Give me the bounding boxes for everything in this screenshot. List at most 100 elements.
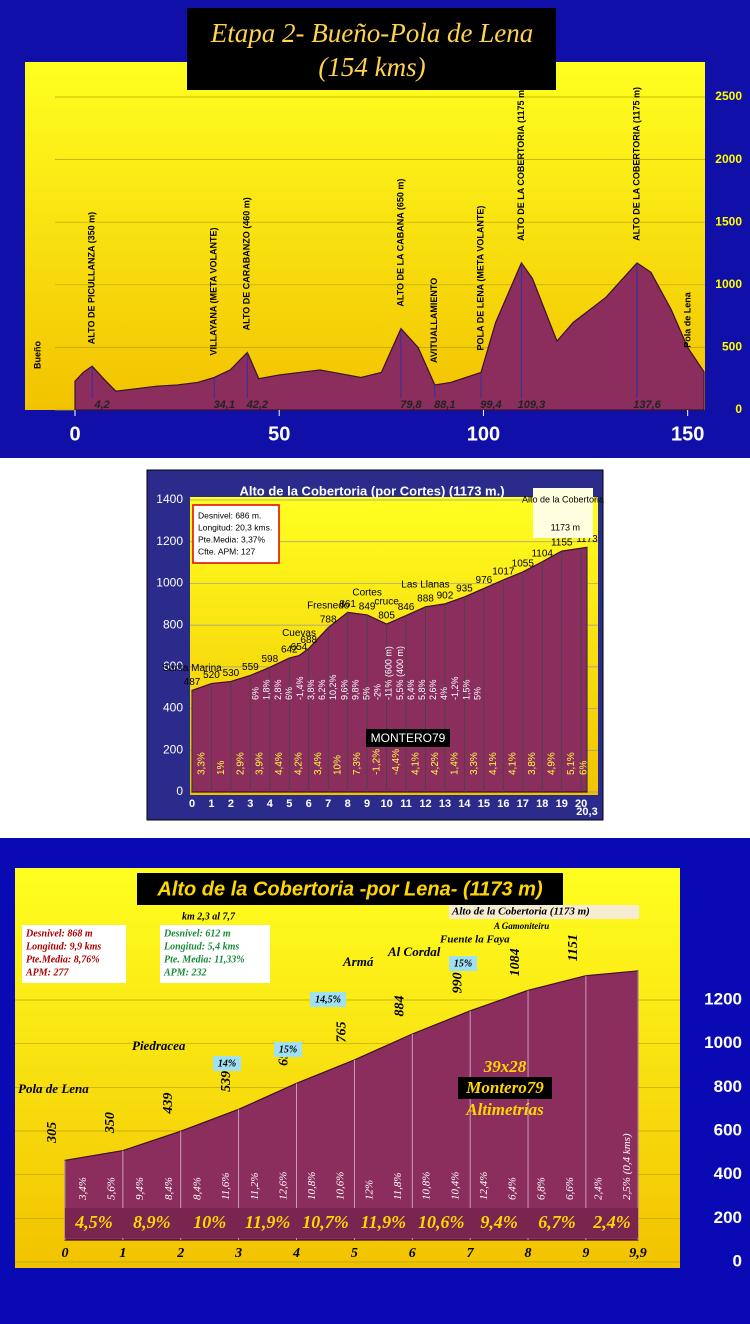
gradient-label: 4,2% xyxy=(294,752,305,775)
elevation-label: 539 xyxy=(219,1071,234,1092)
info-line: APM: 277 xyxy=(25,967,70,978)
half-km-gradient-label: 10,6% xyxy=(335,1172,347,1200)
place-label: Armá xyxy=(342,954,374,969)
x-tick-label: 4 xyxy=(292,1246,300,1261)
elevation-label: 788 xyxy=(320,614,337,625)
half-km-gradient-label: 6,6% xyxy=(564,1177,576,1200)
detail-gradient-label: -11% (600 m) xyxy=(384,646,394,700)
section-box xyxy=(160,925,270,983)
elevation-label: 765 xyxy=(335,1021,350,1042)
elevation-label: 1017 xyxy=(492,567,515,578)
gradient-label: 5,1% xyxy=(566,752,577,775)
km-gradient-label: 4,5% xyxy=(74,1212,113,1232)
elevation-label: 846 xyxy=(398,602,415,613)
y-tick-label: 600 xyxy=(163,659,183,673)
detail-gradient-label: 10,2% xyxy=(328,674,338,700)
x-tick-label: 5 xyxy=(351,1246,358,1261)
x-tick-label: 10 xyxy=(380,798,392,810)
info-line: Pte.Media: 8,76% xyxy=(26,954,100,965)
section-line: Pte. Media: 11,33% xyxy=(164,954,245,965)
title-box xyxy=(187,8,556,90)
elevation-label: 1055 xyxy=(512,559,535,570)
marker-name: ALTO DE LA COBERTORIA (1175 m) xyxy=(631,87,641,241)
chart-subtitle: (154 kms) xyxy=(318,52,425,82)
gradient-label: 10% xyxy=(333,755,344,775)
detail-gradient-label: 3,8% xyxy=(306,679,316,700)
marker-name: ALTO DE LA CABANA (650 m) xyxy=(395,179,405,307)
gradient-label: 4,9% xyxy=(547,752,558,775)
elevation-label: 654 xyxy=(291,642,308,653)
summit-label: Alto de la Cobertoria xyxy=(522,494,604,504)
marker-km-label: 42,2 xyxy=(246,399,268,411)
place-label: Cortes xyxy=(352,588,381,599)
y-tick-label: 500 xyxy=(722,340,742,354)
half-km-gradient-label: 2,5% (0,4 kms) xyxy=(621,1133,633,1200)
place-label: cruce xyxy=(374,597,399,608)
gradient-label: 3,4% xyxy=(313,752,324,775)
watermark: Montero79 xyxy=(465,1078,544,1097)
chart-1: 0 500 1000 1500 2000 2500 0 50 100 150 4,2 ALTO DE … xyxy=(32,87,742,445)
elevation-label: 350 xyxy=(103,1112,118,1134)
elevation-label: 688 xyxy=(300,635,317,646)
elevation-label: 559 xyxy=(242,662,259,673)
detail-gradient-label: 1,8% xyxy=(262,679,272,700)
y-tick-label: 2000 xyxy=(715,152,742,166)
gradient-label: 7,3% xyxy=(352,752,363,775)
km-gradient-label: 11,9% xyxy=(245,1212,291,1232)
elevation-label: 598 xyxy=(261,654,278,665)
callout-box xyxy=(274,1042,302,1057)
x-tick-label: 6 xyxy=(306,798,312,810)
x-tick-label: 19 xyxy=(556,798,568,810)
half-km-gradient-label: 10,8% xyxy=(306,1172,318,1200)
elevation-label: 530 xyxy=(223,668,240,679)
place-label: Al Cordal xyxy=(387,944,441,959)
end-label: Pola de Lena xyxy=(682,291,692,348)
section-title: km 2,3 al 7,7 xyxy=(182,911,236,922)
x-tick-label: 20,3 xyxy=(576,806,597,818)
chart-3: 0 200 400 600 800 1000 1200 0 1 2 3 4 5 6 7 8 9 9,9 305 350… xyxy=(15,934,742,1270)
place-label: Fresnedo xyxy=(307,600,350,611)
marker-name: ALTO DE PICULLANZA (350 m) xyxy=(87,212,97,344)
y-tick-label: 800 xyxy=(714,1077,742,1096)
detail-gradient-label: 5,5% (400 m) xyxy=(395,646,405,700)
gradient-label: 4,1% xyxy=(508,752,519,775)
elevation-label: 520 xyxy=(203,670,220,681)
detail-gradient-label: 5,8% xyxy=(417,679,427,700)
marker-km-label: 4,2 xyxy=(94,399,110,411)
place-label: Cuevas xyxy=(282,628,316,639)
y-tick-label: 800 xyxy=(163,617,183,631)
y-tick-label: 1400 xyxy=(156,492,183,506)
km-gradient-label: 10% xyxy=(193,1212,226,1232)
watermark: MONTERO79 xyxy=(371,731,446,745)
x-tick-label: 8 xyxy=(525,1246,532,1261)
km-gradient-label: 2,4% xyxy=(592,1212,631,1232)
half-km-gradient-label: 5,6% xyxy=(106,1177,118,1200)
place-label: A Gamoniteiru xyxy=(493,921,549,931)
gradient-label: 2,9% xyxy=(235,752,246,775)
detail-gradient-label: 6,2% xyxy=(317,679,327,700)
watermark: 39x28 xyxy=(483,1057,527,1076)
x-tick-label: 50 xyxy=(268,423,290,445)
detail-gradient-label: 9,6% xyxy=(339,679,349,700)
detail-gradient-label: 6% xyxy=(251,687,261,700)
detail-gradient-label: -2% xyxy=(373,684,383,700)
section-line: Desnivel: 612 m xyxy=(163,928,231,939)
km-gradient-label: 10,6% xyxy=(418,1212,465,1232)
half-km-gradient-label: 11,8% xyxy=(392,1172,404,1200)
summit-box xyxy=(449,905,639,919)
km-gradient-label: 8,9% xyxy=(133,1212,171,1232)
gradient-label: 3,3% xyxy=(469,752,480,775)
elevation-label: 1155 xyxy=(551,538,573,549)
watermark: Altimetrías xyxy=(465,1100,544,1119)
place-label: Fuente la Faya xyxy=(439,934,510,946)
marker-name: POLA DE LENA (META VOLANTE) xyxy=(475,206,485,351)
y-tick-label: 1200 xyxy=(156,534,183,548)
elevation-label: 1151 xyxy=(566,934,581,961)
info-box xyxy=(22,925,126,983)
half-km-gradient-label: 10,8% xyxy=(421,1172,433,1200)
km-gradient-label: 11,9% xyxy=(361,1212,407,1232)
marker-name: ALTO DE LA COBERTORIA (1175 m) xyxy=(516,87,526,241)
gradient-label: 4,4% xyxy=(274,752,285,775)
gradient-label: -1,2% xyxy=(371,749,382,775)
